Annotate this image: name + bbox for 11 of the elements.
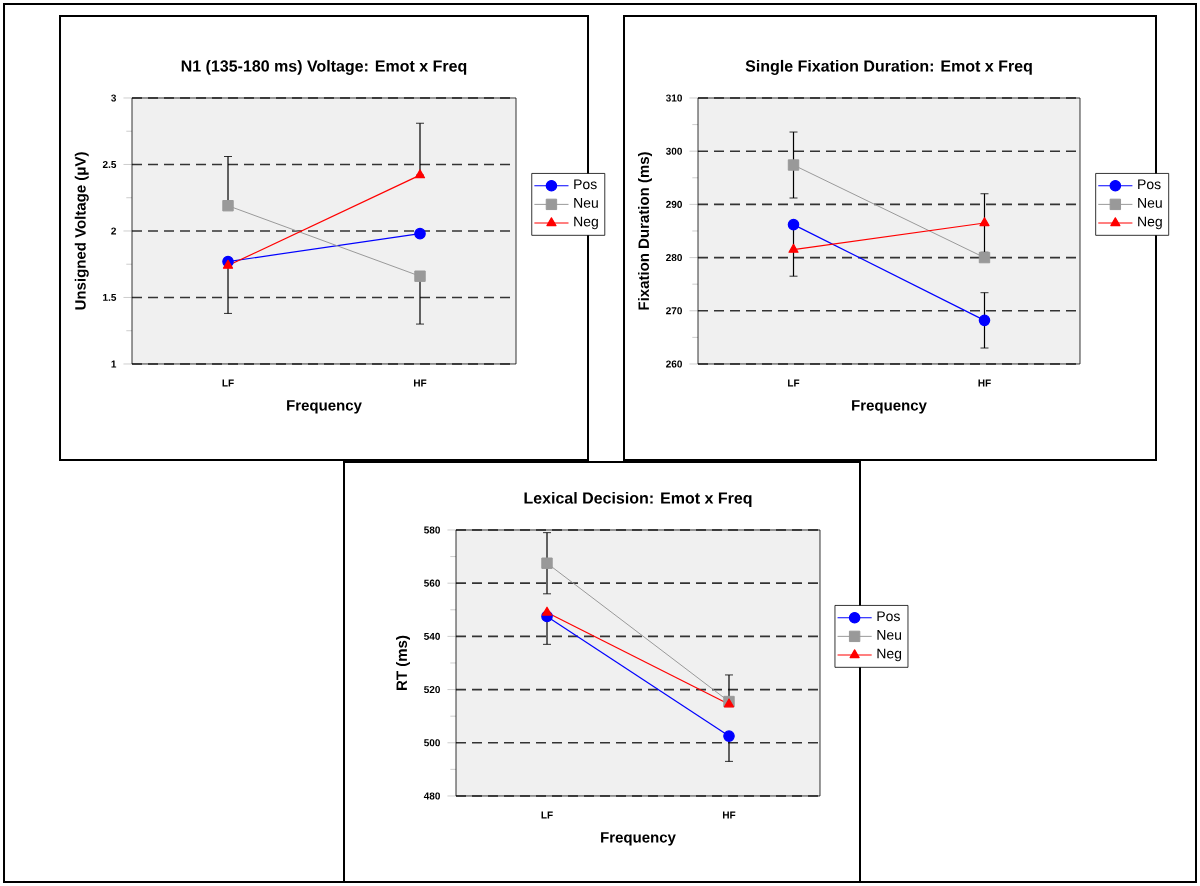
- point: [787, 159, 800, 171]
- point: [222, 200, 234, 212]
- point: [787, 218, 800, 231]
- chart-title: N1 (135-180 ms) Voltage: Emot x Freq: [181, 59, 467, 75]
- point: [723, 730, 735, 742]
- point: [414, 227, 426, 240]
- point: [978, 314, 991, 327]
- chart-title: Lexical Decision: Emot x Freq: [524, 491, 752, 507]
- point: [414, 270, 426, 282]
- point: [541, 557, 553, 569]
- chart-title: Single Fixation Duration: Emot x Freq: [745, 59, 1032, 75]
